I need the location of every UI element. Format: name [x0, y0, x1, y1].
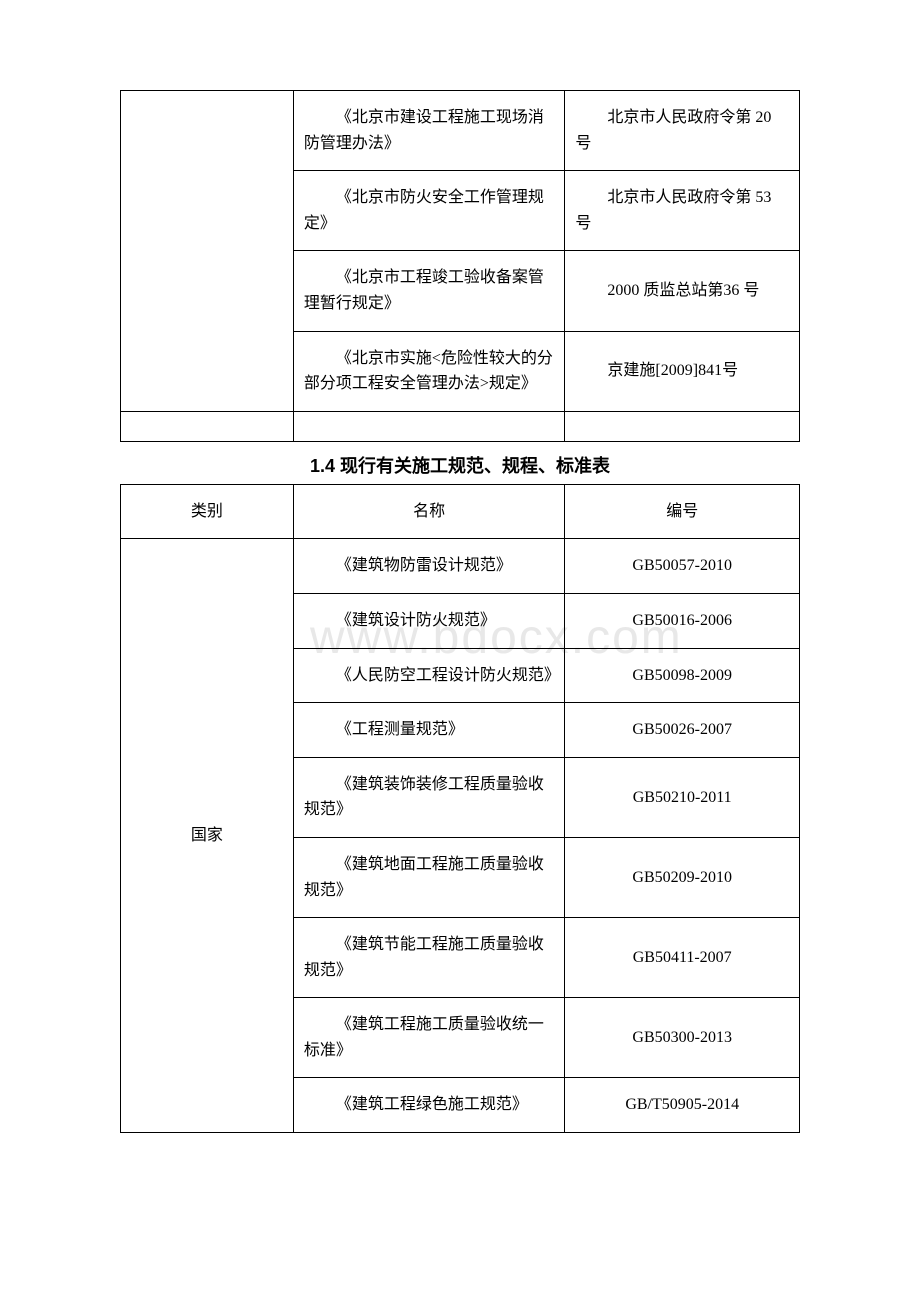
- regulation-name: 《北京市实施<危险性较大的分部分项工程安全管理办法>规定》: [293, 331, 565, 411]
- standard-code: GB/T50905-2014: [565, 1078, 800, 1133]
- header-code: 编号: [565, 484, 800, 539]
- standard-name: 《工程测量规范》: [293, 703, 565, 758]
- empty-cell: [293, 411, 565, 441]
- standard-name: 《建筑装饰装修工程质量验收规范》: [293, 757, 565, 837]
- standard-code: GB50300-2013: [565, 998, 800, 1078]
- regulations-table-1: 《北京市建设工程施工现场消防管理办法》 北京市人民政府令第 20 号 《北京市防…: [120, 90, 800, 442]
- header-category: 类别: [121, 484, 294, 539]
- regulation-code: 2000 质监总站第36 号: [565, 251, 800, 331]
- header-name: 名称: [293, 484, 565, 539]
- section-heading: 1.4 现行有关施工规范、规程、标准表: [120, 452, 800, 478]
- table-row-empty: [121, 411, 800, 441]
- table-header-row: 类别 名称 编号: [121, 484, 800, 539]
- category-cell: 国家: [121, 539, 294, 1133]
- standard-code: GB50057-2010: [565, 539, 800, 594]
- regulation-code: 北京市人民政府令第 20 号: [565, 91, 800, 171]
- standard-name: 《建筑工程施工质量验收统一标准》: [293, 998, 565, 1078]
- standard-name: 《建筑物防雷设计规范》: [293, 539, 565, 594]
- table-row: 《北京市建设工程施工现场消防管理办法》 北京市人民政府令第 20 号: [121, 91, 800, 171]
- regulation-code: 北京市人民政府令第 53 号: [565, 171, 800, 251]
- standard-code: GB50026-2007: [565, 703, 800, 758]
- standard-code: GB50210-2011: [565, 757, 800, 837]
- table-row: 国家 《建筑物防雷设计规范》 GB50057-2010: [121, 539, 800, 594]
- regulation-name: 《北京市建设工程施工现场消防管理办法》: [293, 91, 565, 171]
- standard-code: GB50098-2009: [565, 648, 800, 703]
- standard-name: 《建筑设计防火规范》: [293, 593, 565, 648]
- standard-code: GB50209-2010: [565, 837, 800, 917]
- standard-code: GB50016-2006: [565, 593, 800, 648]
- standard-name: 《人民防空工程设计防火规范》: [293, 648, 565, 703]
- standard-name: 《建筑节能工程施工质量验收规范》: [293, 918, 565, 998]
- standard-name: 《建筑工程绿色施工规范》: [293, 1078, 565, 1133]
- regulation-code: 京建施[2009]841号: [565, 331, 800, 411]
- category-cell-empty: [121, 91, 294, 412]
- standards-table: 类别 名称 编号 国家 《建筑物防雷设计规范》 GB50057-2010 《建筑…: [120, 484, 800, 1133]
- empty-cell: [121, 411, 294, 441]
- empty-cell: [565, 411, 800, 441]
- regulation-name: 《北京市工程竣工验收备案管理暂行规定》: [293, 251, 565, 331]
- document-page: www.bdocx.com 《北京市建设工程施工现场消防管理办法》 北京市人民政…: [120, 90, 800, 1133]
- standard-code: GB50411-2007: [565, 918, 800, 998]
- regulation-name: 《北京市防火安全工作管理规定》: [293, 171, 565, 251]
- standard-name: 《建筑地面工程施工质量验收规范》: [293, 837, 565, 917]
